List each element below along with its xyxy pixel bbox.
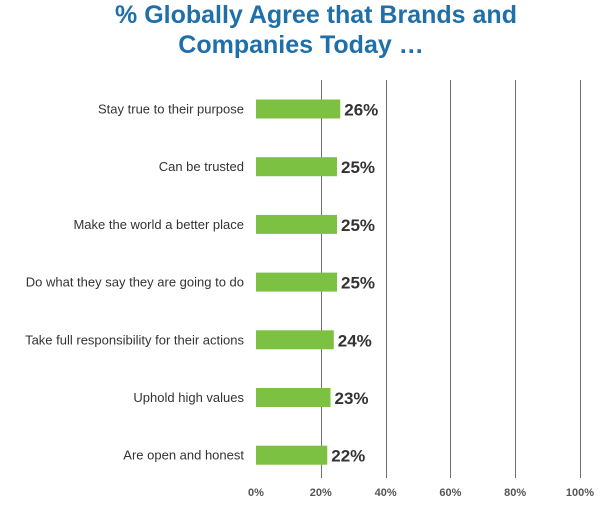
category-label: Do what they say they are going to do (26, 275, 244, 290)
category-label: Uphold high values (133, 390, 244, 405)
bar (256, 157, 337, 177)
bar (256, 99, 341, 119)
bar (256, 445, 328, 465)
data-label: 26% (344, 101, 378, 120)
category-label: Can be trusted (159, 159, 244, 174)
chart-title: % Globally Agree that Brands and Compani… (0, 0, 600, 60)
data-label: 22% (331, 447, 365, 466)
x-axis-ticks: 0% 20% 40% 60% 80% 100% (248, 487, 594, 499)
bar (256, 330, 334, 350)
x-tick-label: 40% (375, 487, 397, 499)
bar (256, 388, 331, 407)
data-label: 23% (335, 389, 369, 408)
x-tick-label: 60% (439, 487, 461, 499)
data-label: 24% (338, 331, 372, 350)
bars (256, 99, 341, 465)
chart-title-line-2: Companies Today … (178, 31, 424, 59)
x-tick-label: 80% (504, 487, 526, 499)
data-label: 25% (341, 216, 375, 235)
labels: Stay true to their purpose 26% Can be trus… (25, 101, 378, 466)
x-tick-label: 100% (566, 487, 594, 499)
category-label: Are open and honest (123, 448, 244, 463)
category-label: Stay true to their purpose (98, 102, 244, 117)
bar (256, 272, 337, 292)
category-label: Take full responsibility for their actio… (25, 332, 244, 347)
x-tick-label: 20% (310, 487, 332, 499)
bar (256, 214, 337, 234)
category-label: Make the world a better place (73, 217, 244, 232)
data-label: 25% (341, 274, 375, 293)
chart-title-line-1: % Globally Agree that Brands and (115, 1, 517, 29)
x-tick-label: 0% (248, 487, 264, 499)
data-label: 25% (341, 158, 375, 177)
